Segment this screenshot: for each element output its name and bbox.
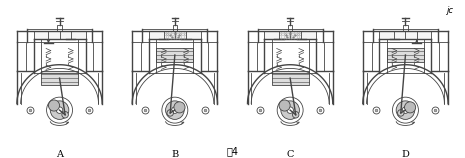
Circle shape [174,102,185,113]
Circle shape [162,97,188,123]
Circle shape [396,101,415,119]
Bar [33,31,86,39]
Circle shape [277,97,303,123]
Circle shape [287,107,293,113]
Circle shape [62,112,68,118]
Bar [403,25,408,31]
Circle shape [402,107,409,113]
Text: C: C [286,150,294,158]
Bar [379,31,432,39]
Bar [173,25,177,31]
Circle shape [405,102,416,113]
Circle shape [48,100,60,111]
Text: 图4: 图4 [226,146,239,156]
Bar [41,71,78,85]
Circle shape [279,100,290,111]
Text: jc: jc [447,6,454,15]
Circle shape [292,112,299,118]
Circle shape [166,101,184,119]
Bar [272,71,309,85]
Bar [149,31,201,39]
Text: B: B [171,150,179,158]
Circle shape [56,107,63,113]
Bar [57,25,62,31]
Bar [156,48,193,62]
Text: A: A [56,150,63,158]
Circle shape [46,97,73,123]
Bar [264,31,316,39]
Circle shape [398,110,404,116]
Circle shape [172,107,178,113]
Circle shape [392,97,418,123]
Circle shape [167,110,173,116]
Bar [288,25,292,31]
Circle shape [50,101,69,119]
Bar [387,48,424,62]
Text: D: D [401,150,409,158]
Circle shape [281,101,299,119]
